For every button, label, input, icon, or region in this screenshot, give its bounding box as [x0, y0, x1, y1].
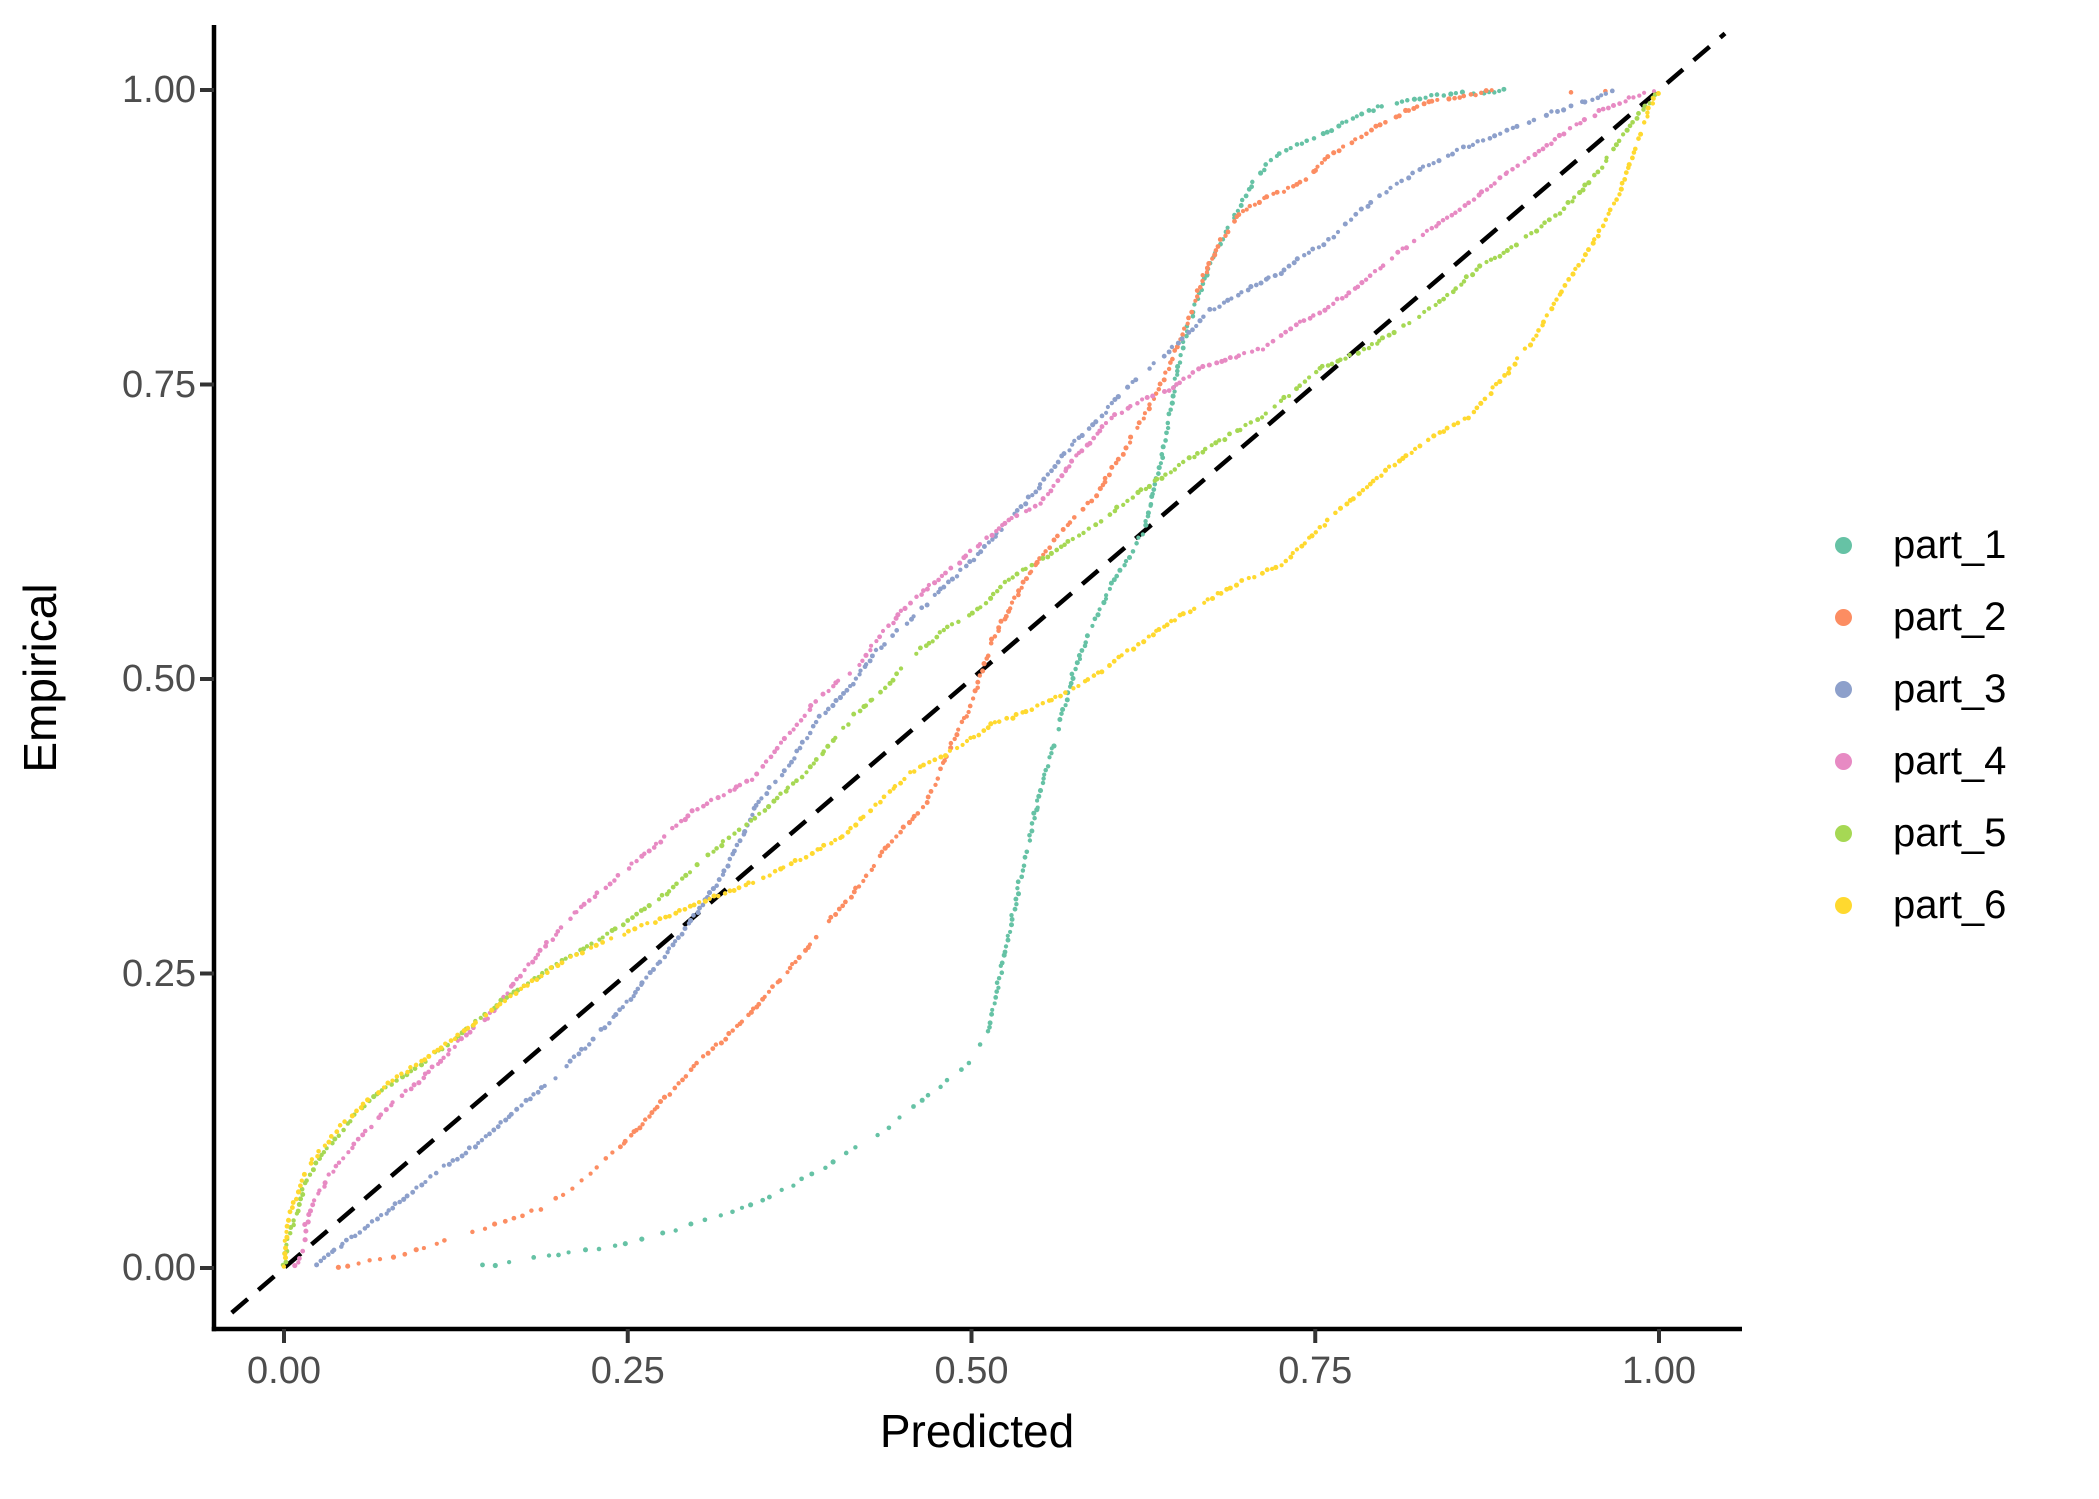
legend-item-label: part_1 [1893, 523, 2007, 567]
series-part_5-points [280, 92, 1658, 1268]
legend-key-dot-part_5 [1835, 824, 1852, 842]
legend-key-dot-part_3 [1835, 680, 1852, 698]
x-tick-label-0.75: 0.75 [1278, 1350, 1353, 1392]
legend-key-dot-part_2 [1835, 608, 1852, 626]
x-tick-label-0.50: 0.50 [934, 1350, 1009, 1392]
legend-item-part_2: part_2 [1835, 581, 2006, 653]
series-part_1-points [480, 86, 1507, 1269]
y-tick-label-0.50: 0.50 [122, 658, 196, 700]
y-tick-label-0.25: 0.25 [122, 952, 196, 995]
legend-key-dot-part_4 [1835, 752, 1852, 770]
y-tick-label-0.00: 0.00 [122, 1247, 196, 1289]
x-tick-label-1.00: 1.00 [1622, 1350, 1696, 1392]
series-part_6-points [281, 91, 1661, 1269]
series-part_2-points [335, 88, 1608, 1270]
legend-item-part_3: part_3 [1835, 653, 2006, 725]
y-tick-label-0.75: 0.75 [122, 363, 196, 406]
legend-item-label: part_3 [1893, 667, 2007, 711]
x-tick-label-0.25: 0.25 [590, 1350, 665, 1392]
legend: part_1 part_2 part_3 part_4 part_5 part_6 [1835, 509, 2006, 941]
legend-item-label: part_4 [1893, 739, 2007, 783]
legend-key-dot-part_6 [1835, 896, 1852, 914]
legend-item-part_4: part_4 [1835, 725, 2006, 797]
series-part_4-points [292, 89, 1657, 1269]
y-tick-label-1.00: 1.00 [122, 69, 196, 111]
legend-item-part_5: part_5 [1835, 797, 2006, 869]
legend-item-part_1: part_1 [1835, 509, 2006, 581]
x-tick-label-0.00: 0.00 [247, 1350, 321, 1392]
legend-item-part_6: part_6 [1835, 869, 2006, 941]
legend-item-label: part_5 [1893, 811, 2007, 855]
identity-reference-line [230, 31, 1727, 1315]
legend-item-label: part_6 [1893, 883, 2007, 927]
x-axis-title: Predicted [879, 1405, 1075, 1457]
legend-item-label: part_2 [1893, 595, 2007, 639]
series-part_3-points [314, 88, 1615, 1268]
legend-key-dot-part_1 [1835, 536, 1852, 554]
